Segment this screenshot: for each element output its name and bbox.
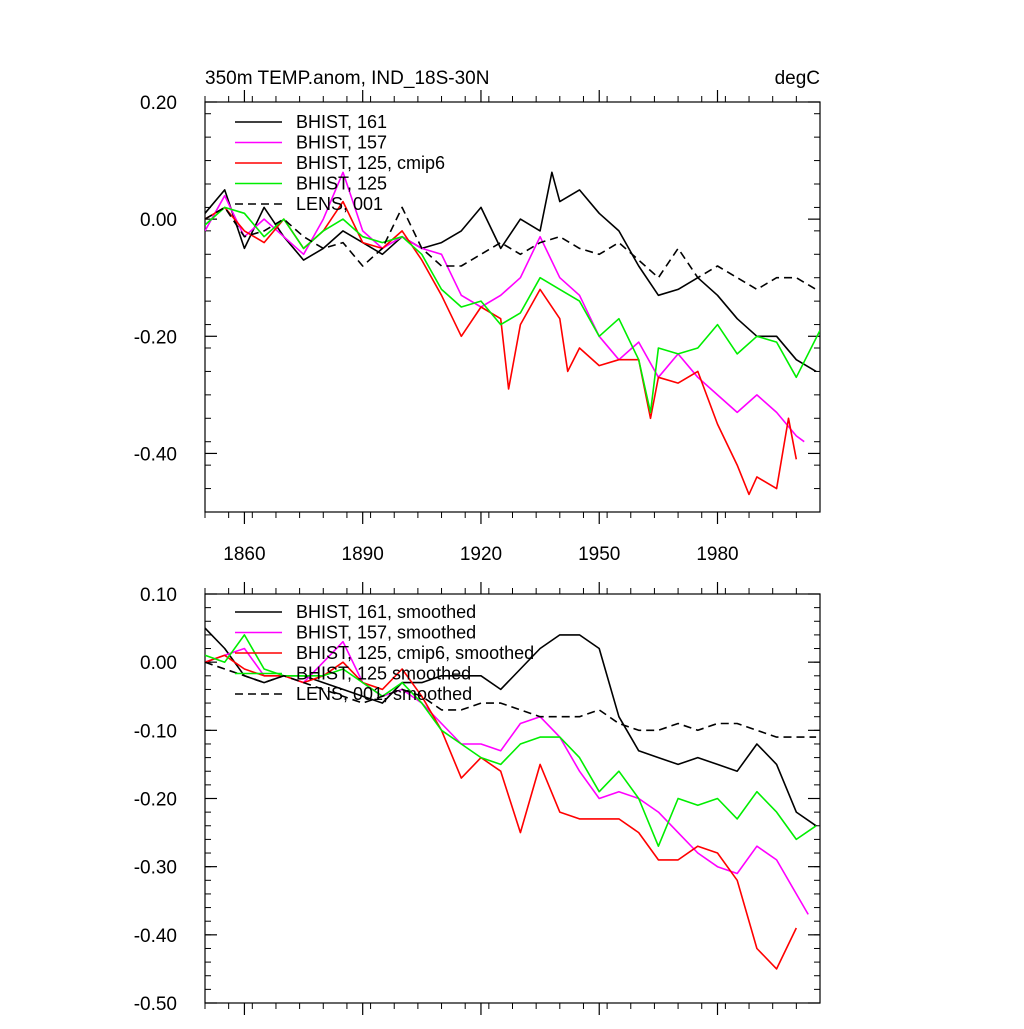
y-tick-label: -0.40 <box>134 926 177 947</box>
y-tick-label: -0.40 <box>134 444 177 465</box>
legend-label: BHIST, 157 <box>296 133 387 153</box>
series-line-3 <box>205 634 817 848</box>
legend-label: LENS, 001, smoothed <box>296 684 472 704</box>
chart-title: 350m TEMP.anom, IND_18S-30N <box>205 68 489 89</box>
legend-label: BHIST, 125 <box>296 174 387 194</box>
legend-label: BHIST, 125 smoothed <box>296 664 471 684</box>
legend-label: BHIST, 161, smoothed <box>296 602 476 622</box>
x-tick-label: 1890 <box>342 544 384 565</box>
x-tick-label: 1950 <box>578 544 620 565</box>
x-tick-label: 1980 <box>696 544 738 565</box>
x-tick-label: 1920 <box>460 544 502 565</box>
series-line-4 <box>205 661 817 738</box>
series-line-0 <box>205 627 817 827</box>
x-tick-label: 1860 <box>223 544 265 565</box>
legend-label: BHIST, 125, cmip6 <box>296 153 445 173</box>
y-tick-label: 0.20 <box>140 93 177 114</box>
top-panel: 0.20 0.00 -0.20 -0.40 1860 1890 1920 1950 1980 35… <box>134 68 821 565</box>
bottom-panel: 0.10 0.00 -0.10 -0.20 -0.30 -0.40 -0.50 BHIST, … <box>134 582 821 1015</box>
y-tick-label: -0.10 <box>134 721 177 742</box>
series-line-4 <box>205 206 817 291</box>
series-line-3 <box>205 206 820 414</box>
series-lines <box>205 627 817 970</box>
legend-label: BHIST, 157, smoothed <box>296 623 476 643</box>
series-line-0 <box>205 171 817 373</box>
series-line-1 <box>205 640 809 915</box>
y-tick-label: 0.00 <box>140 210 177 231</box>
legend-label: BHIST, 125, cmip6, smoothed <box>296 643 534 663</box>
series-lines <box>205 171 820 496</box>
y-tick-label: 0.00 <box>140 653 177 674</box>
chart-units: degC <box>775 68 820 89</box>
legend-label: BHIST, 161 <box>296 112 387 132</box>
y-tick-label: -0.20 <box>134 790 177 811</box>
y-tick-label: -0.50 <box>134 994 177 1015</box>
y-tick-label: -0.30 <box>134 858 177 879</box>
legend-label: LENS, 001 <box>296 194 383 214</box>
series-line-1 <box>205 171 805 443</box>
y-tick-label: 0.10 <box>140 585 177 606</box>
y-tick-label: -0.20 <box>134 327 177 348</box>
